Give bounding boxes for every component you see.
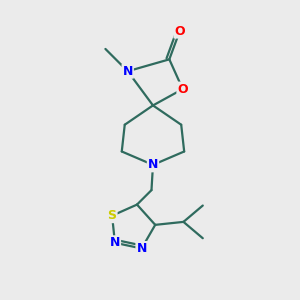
- Text: N: N: [136, 242, 147, 255]
- Text: N: N: [148, 158, 158, 171]
- Text: O: O: [177, 82, 188, 96]
- Text: O: O: [174, 25, 185, 38]
- Text: S: S: [108, 209, 117, 222]
- Text: N: N: [122, 65, 133, 78]
- Text: N: N: [110, 236, 120, 249]
